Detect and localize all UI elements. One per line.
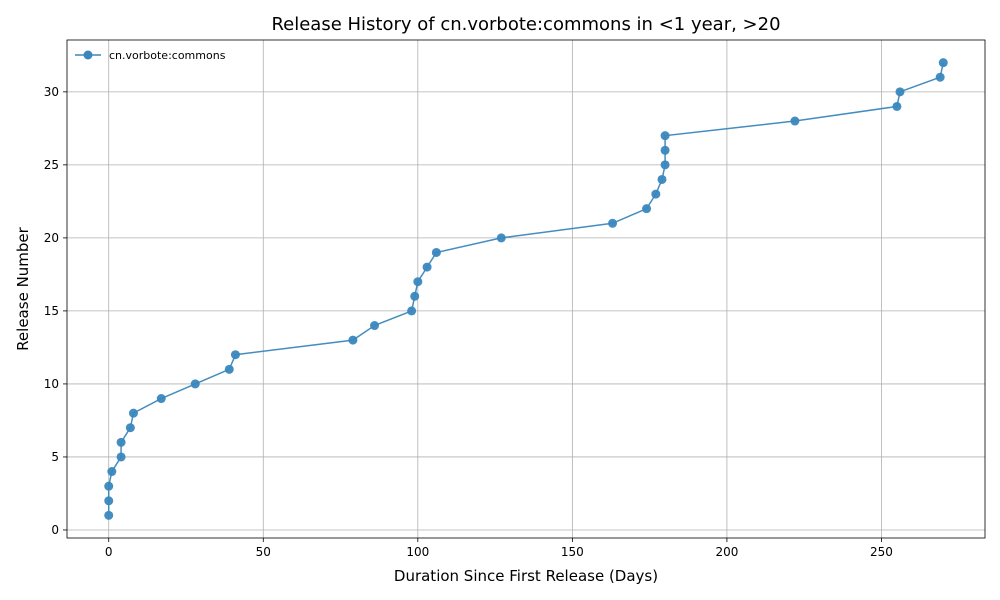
data-point [410, 291, 420, 301]
y-axis-label: Release Number [14, 226, 32, 350]
series-line [107, 62, 945, 516]
data-point [657, 174, 667, 184]
data-point [104, 481, 114, 491]
data-point [895, 87, 905, 97]
x-tick-label: 50 [256, 545, 271, 559]
x-tick-label: 100 [406, 545, 429, 559]
data-point [651, 189, 661, 199]
chart-title: Release History of cn.vorbote:commons in… [271, 14, 780, 35]
x-axis-label: Duration Since First Release (Days) [394, 567, 658, 585]
data-point [348, 335, 358, 345]
axis-ticks: 0 50 100 150 200 250 0 5 10 15 20 25 30 [44, 85, 893, 559]
data-point [431, 247, 441, 257]
y-tick-label: 0 [51, 523, 59, 537]
data-point [935, 72, 945, 82]
data-point [116, 452, 126, 462]
y-tick-label: 15 [44, 304, 59, 318]
data-point [125, 423, 135, 433]
y-tick-label: 30 [44, 85, 59, 99]
data-point [128, 408, 138, 418]
series-layer [104, 58, 948, 520]
data-point [370, 321, 380, 331]
data-point [660, 145, 670, 155]
y-tick-label: 25 [44, 158, 59, 172]
x-tick-label: 150 [561, 545, 584, 559]
data-point [107, 467, 117, 477]
data-point [790, 116, 800, 126]
legend: cn.vorbote:commons [75, 49, 226, 62]
data-point [938, 58, 948, 68]
y-tick-label: 10 [44, 377, 59, 391]
data-point [407, 306, 417, 316]
grid-lines [67, 40, 985, 538]
x-tick-label: 200 [715, 545, 738, 559]
legend-entry-label: cn.vorbote:commons [109, 49, 226, 62]
data-point [190, 379, 200, 389]
data-point [642, 204, 652, 214]
data-point [116, 437, 126, 447]
y-tick-label: 20 [44, 231, 59, 245]
data-point [413, 277, 423, 287]
data-point [496, 233, 506, 243]
plot-frame [66, 39, 986, 539]
data-point [660, 160, 670, 170]
x-tick-label: 250 [870, 545, 893, 559]
legend-marker-swatch [83, 50, 93, 60]
y-tick-label: 5 [51, 450, 59, 464]
data-point [104, 496, 114, 506]
data-point [104, 510, 114, 520]
data-point [892, 101, 902, 111]
data-point [608, 218, 618, 228]
data-point [156, 394, 166, 404]
data-point [422, 262, 432, 272]
data-point [660, 131, 670, 141]
x-tick-label: 0 [105, 545, 113, 559]
data-point [224, 364, 234, 374]
data-point [230, 350, 240, 360]
